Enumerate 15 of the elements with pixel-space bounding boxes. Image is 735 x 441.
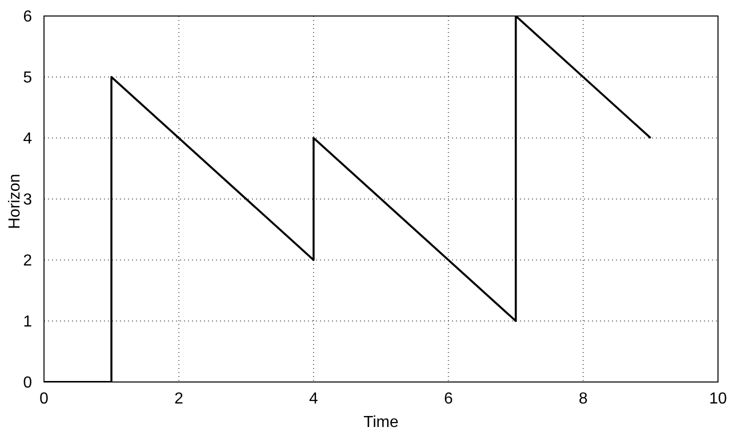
y-tick-label: 3 — [23, 192, 32, 209]
y-tick-label: 2 — [23, 252, 32, 270]
y-tick-label: 5 — [23, 70, 32, 87]
y-tick-label: 0 — [23, 374, 32, 392]
x-tick-label: 8 — [578, 390, 588, 408]
x-axis-title: Time — [364, 414, 399, 431]
x-tick-label: 2 — [174, 390, 184, 408]
y-tick-label: 4 — [23, 130, 32, 148]
y-tick-label: 6 — [23, 8, 32, 26]
y-tick-label: 1 — [23, 314, 32, 331]
x-tick-label: 10 — [709, 390, 727, 408]
y-axis-title: Horizon — [6, 174, 24, 229]
x-tick-label: 6 — [444, 390, 453, 408]
x-tick-label: 4 — [309, 390, 318, 408]
x-tick-label: 0 — [40, 390, 49, 408]
